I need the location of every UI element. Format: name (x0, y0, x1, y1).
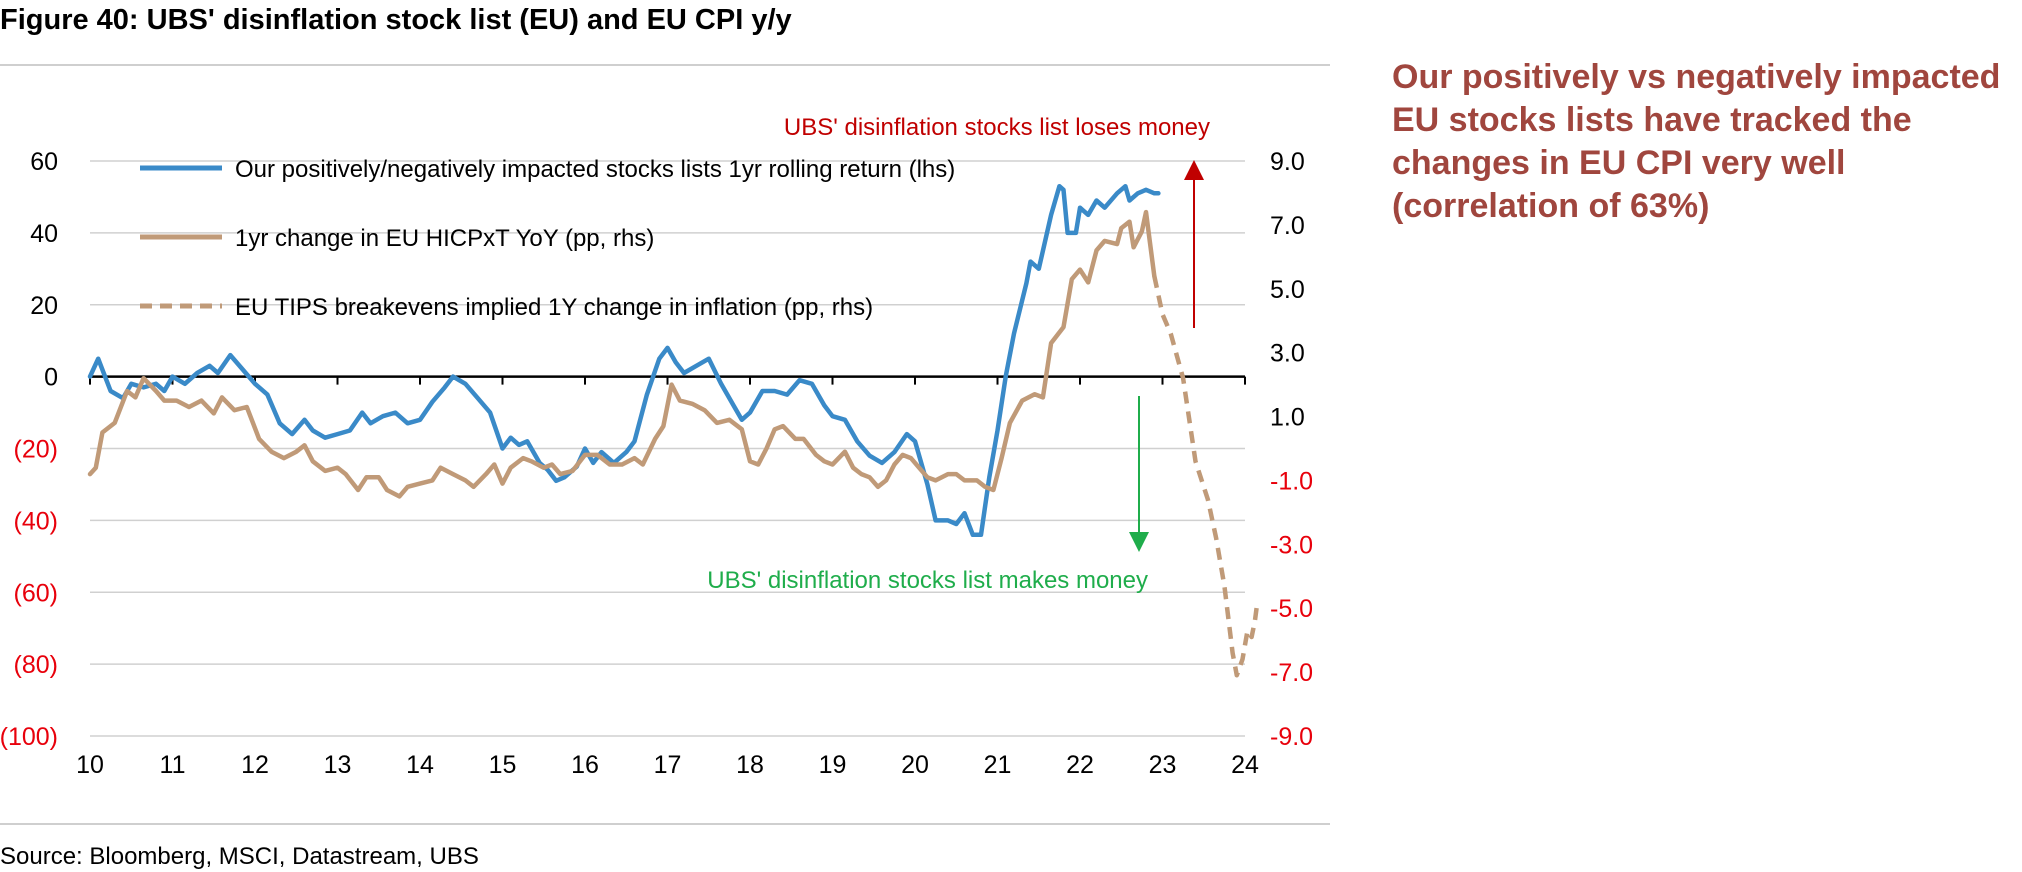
right-tick-label: -7.0 (1270, 659, 1313, 687)
right-tick-label: -5.0 (1270, 595, 1313, 623)
right-tick-label: 9.0 (1270, 148, 1305, 176)
x-tick-label: 23 (1149, 751, 1177, 779)
x-tick-label: 20 (901, 751, 929, 779)
x-tick-label: 14 (406, 751, 434, 779)
chart: 60 40 20 0 (20) (40) (60) (80) (100) 9.0 7.0 5.0 3.… (0, 114, 1313, 779)
returns-line (87, 183, 1161, 538)
x-tick-label: 17 (654, 751, 682, 779)
legend-label-cpi-line: 1yr change in EU HICPxT YoY (pp, rhs) (235, 225, 654, 252)
left-tick-label: (100) (0, 723, 58, 751)
x-tick-label: 12 (241, 751, 269, 779)
left-tick-label: (20) (14, 436, 58, 464)
x-tick-label: 21 (984, 751, 1012, 779)
right-tick-label: 7.0 (1270, 212, 1305, 240)
annotations: UBS' disinflation stocks list loses mone… (707, 114, 1210, 594)
annotation-makes-money: UBS' disinflation stocks list makes mone… (707, 567, 1148, 594)
arrow-down-icon (1129, 532, 1149, 552)
bottom-rule (0, 823, 1330, 825)
legend: Our positively/negatively impacted stock… (140, 156, 955, 321)
top-rule (0, 64, 1330, 66)
right-tick-label: 1.0 (1270, 404, 1305, 432)
x-tick-label: 11 (160, 751, 186, 779)
left-tick-label: (80) (14, 651, 58, 679)
x-tick-label: 15 (489, 751, 517, 779)
x-tick-label: 18 (736, 751, 764, 779)
x-tick-label: 10 (76, 751, 104, 779)
right-tick-label: 3.0 (1270, 340, 1305, 368)
x-tick-label: 16 (571, 751, 599, 779)
left-tick-label: (60) (14, 579, 58, 607)
source-note: Source: Bloomberg, MSCI, Datastream, UBS (0, 843, 479, 870)
left-tick-label: 40 (30, 220, 58, 248)
x-tick-label: 24 (1231, 751, 1259, 779)
left-tick-label: 0 (44, 364, 58, 392)
gridlines (90, 160, 1245, 737)
right-axis-labels: 9.0 7.0 5.0 3.0 1.0 -1.0 -3.0 -5.0 -7.0 -9.0 (1270, 148, 1313, 751)
left-axis-labels: 60 40 20 0 (20) (40) (60) (80) (100) (0, 148, 58, 751)
right-tick-label: 5.0 (1270, 276, 1305, 304)
legend-label-tips-breakeven-line: EU TIPS breakevens implied 1Y change in … (235, 294, 873, 321)
right-tick-label: -3.0 (1270, 531, 1313, 559)
tips-breakeven-line (1152, 275, 1260, 678)
x-axis-labels: 10 11 12 13 14 15 16 17 18 19 20 21 22 23 24 (76, 751, 1259, 779)
right-tick-label: -1.0 (1270, 467, 1313, 495)
left-tick-label: (40) (14, 507, 58, 535)
left-tick-label: 60 (30, 148, 58, 176)
legend-label-returns-line: Our positively/negatively impacted stock… (235, 156, 955, 183)
side-commentary: Our positively vs negatively impacted EU… (1392, 58, 2001, 225)
x-tick-label: 22 (1066, 751, 1094, 779)
annotation-loses-money: UBS' disinflation stocks list loses mone… (784, 114, 1210, 141)
right-tick-label: -9.0 (1270, 723, 1313, 751)
x-tick-label: 13 (324, 751, 352, 779)
figure-title: Figure 40: UBS' disinflation stock list … (0, 4, 792, 36)
cpi-line (87, 209, 1157, 499)
x-tick-label: 19 (819, 751, 847, 779)
left-tick-label: 20 (30, 292, 58, 320)
arrow-up-icon (1184, 160, 1204, 180)
series-lines (87, 183, 1260, 678)
zero-axis (89, 375, 1246, 385)
